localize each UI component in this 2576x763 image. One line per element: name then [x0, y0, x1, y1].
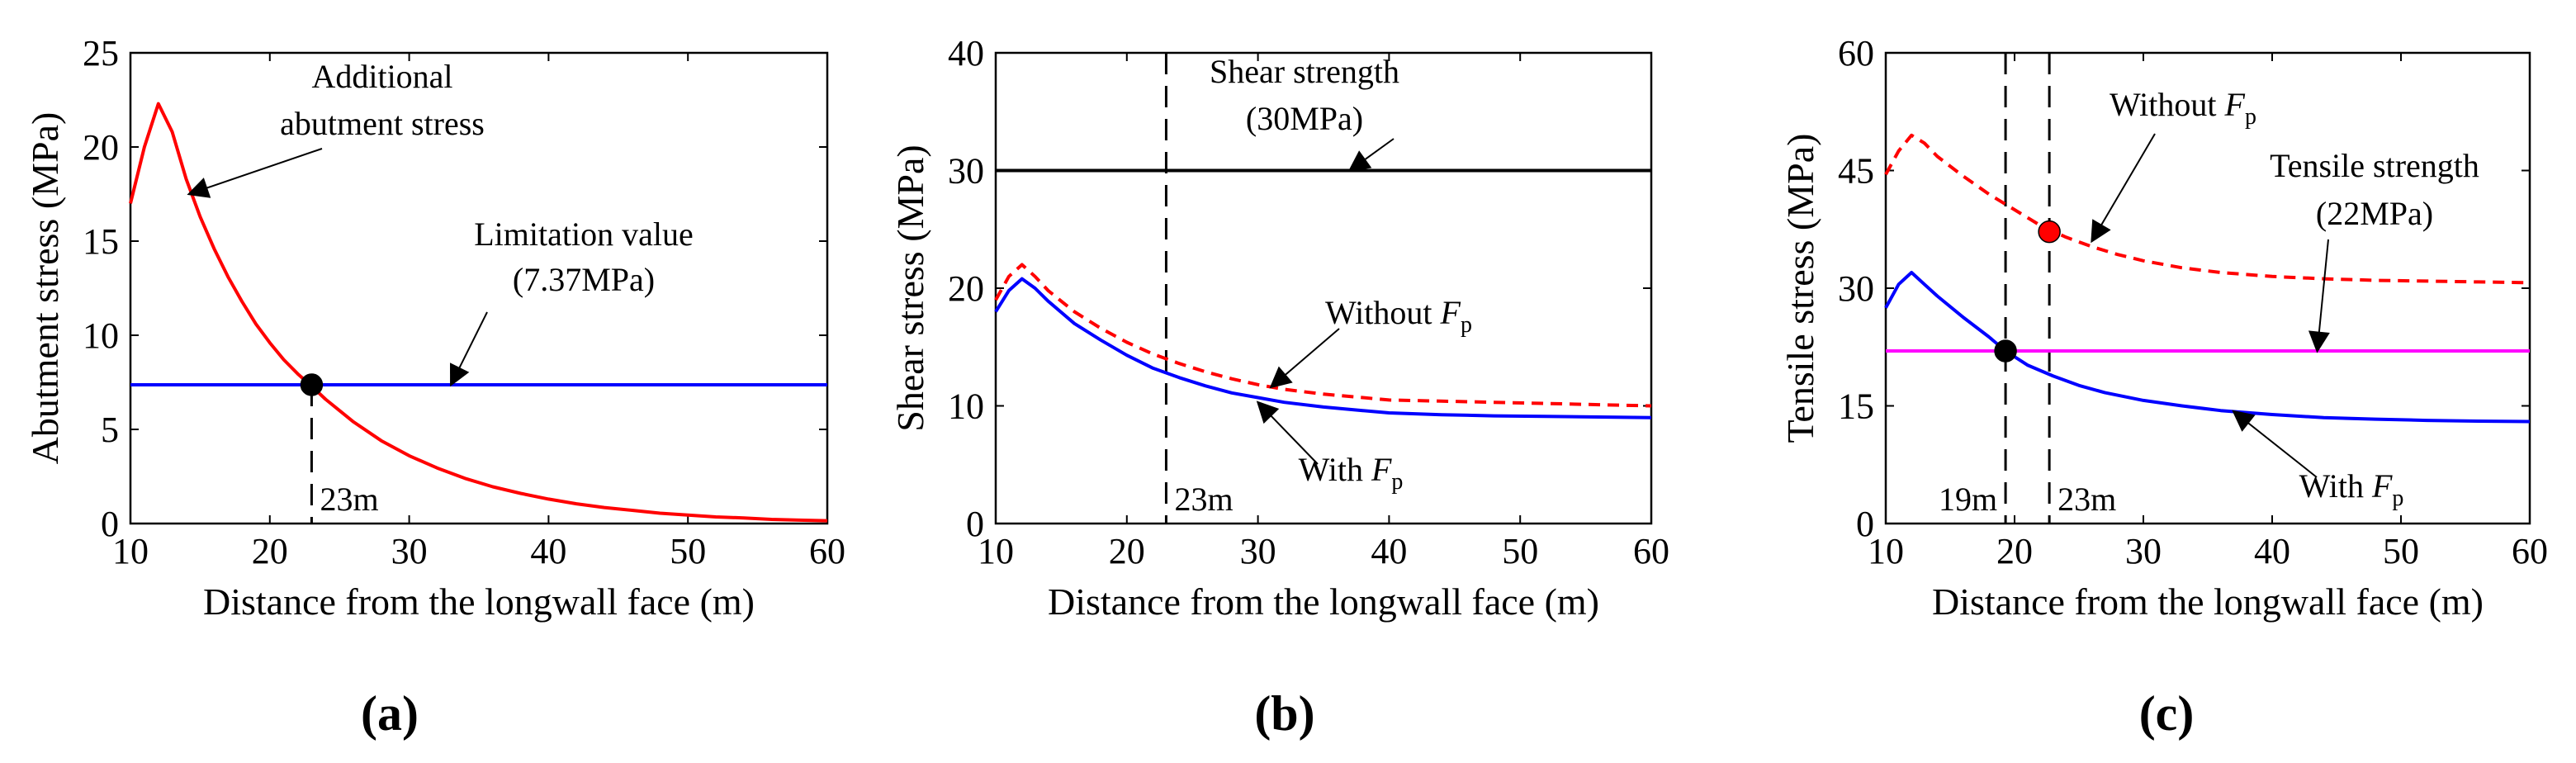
annotation-text: (7.37MPa): [513, 261, 655, 298]
series-additional-abutment-stress: [129, 102, 828, 523]
y-tick-label: 15: [1838, 386, 1874, 427]
y-tick-label: 10: [83, 315, 119, 356]
x-tick-label: 20: [252, 531, 288, 571]
x-axis-label: Distance from the longwall face (m): [1048, 581, 1599, 623]
x-tick-label: 50: [2383, 531, 2419, 571]
intersection-marker: [2038, 220, 2061, 244]
annotation-text: With Fp: [1299, 451, 1404, 495]
y-tick-label: 0: [1856, 504, 1874, 544]
series-with-f-p: [1884, 271, 2531, 424]
annotation-text: Limitation value: [474, 216, 694, 253]
x-tick-label: 10: [1868, 531, 1904, 571]
x-tick-label: 60: [2512, 531, 2548, 571]
annotation-text: abutment stress: [280, 105, 485, 142]
series-without-f-p: [1884, 133, 2531, 285]
vline-label: 23m: [1174, 481, 1233, 518]
y-tick-label: 20: [948, 268, 984, 309]
series-without-f-p: [994, 263, 1652, 408]
annotation-arrow: [2308, 239, 2330, 353]
vline-label: 23m: [2057, 481, 2116, 518]
annotation-arrow: [2091, 133, 2156, 244]
annotation-text: Tensile strength: [2270, 147, 2479, 184]
x-tick-label: 10: [978, 531, 1014, 571]
y-axis-label: Tensile stress (MPa): [1779, 134, 1821, 443]
x-tick-label: 30: [391, 531, 428, 571]
annotation-text: Additional: [311, 58, 452, 95]
x-axis-label: Distance from the longwall face (m): [1932, 581, 2484, 623]
x-tick-label: 60: [1633, 531, 1669, 571]
annotation-text: Without Fp: [2110, 86, 2256, 130]
x-tick-label: 30: [1240, 531, 1276, 571]
y-tick-label: 30: [1838, 268, 1874, 309]
annotation-arrow: [1269, 328, 1340, 389]
x-axis-label: Distance from the longwall face (m): [203, 581, 755, 623]
chart-panel-c: 10 20 30 40 50 60 0 15 30 45 60 Distance from the l…: [1779, 33, 2548, 741]
axes-box: [129, 51, 829, 525]
y-tick-label: 45: [1838, 151, 1874, 192]
x-tick-label: 40: [1371, 531, 1407, 571]
x-tick-label: 60: [809, 531, 845, 571]
intersection-marker: [1994, 339, 2017, 363]
y-tick-label: 40: [948, 33, 984, 73]
series-with-f-p: [994, 277, 1652, 419]
y-tick-label: 20: [83, 127, 119, 168]
annotation-text: (30MPa): [1246, 100, 1363, 137]
axes-box: [1884, 51, 2531, 525]
y-tick-label: 0: [966, 504, 984, 544]
x-tick-label: 30: [2125, 531, 2162, 571]
annotation-text: With Fp: [2299, 467, 2404, 511]
y-tick-label: 25: [83, 33, 119, 73]
x-tick-label: 20: [1109, 531, 1145, 571]
y-axis-label: Abutment stress (MPa): [24, 112, 66, 465]
x-tick-label: 40: [530, 531, 566, 571]
annotation-text: Without Fp: [1325, 294, 1472, 338]
intersection-marker: [300, 373, 324, 396]
x-tick-label: 40: [2254, 531, 2290, 571]
vline-label: 23m: [320, 481, 378, 518]
y-axis-label: Shear stress (MPa): [889, 145, 931, 432]
panel-label: (b): [1254, 686, 1314, 741]
annotation-arrow: [187, 148, 323, 198]
vline-label: 19m: [1939, 481, 1997, 518]
x-tick-label: 50: [670, 531, 706, 571]
annotation-text: (22MPa): [2316, 195, 2433, 232]
panel-label: (c): [2139, 686, 2195, 741]
y-tick-label: 30: [948, 151, 984, 192]
annotation-arrow: [1256, 400, 1319, 465]
annotation-arrow: [1347, 138, 1395, 173]
annotation-arrow: [450, 311, 488, 387]
y-tick-label: 5: [101, 410, 119, 450]
annotation-arrow: [2232, 410, 2318, 478]
y-tick-label: 60: [1838, 33, 1874, 73]
x-tick-label: 10: [112, 531, 149, 571]
chart-panel-a: 10 20 30 40 50 60 0 5 10 15 20 25 Distance from the …: [24, 33, 845, 741]
y-tick-label: 15: [83, 221, 119, 262]
annotation-text: Shear strength: [1210, 53, 1399, 90]
x-tick-label: 20: [1996, 531, 2033, 571]
panel-label: (a): [361, 686, 419, 741]
x-tick-label: 50: [1502, 531, 1538, 571]
y-tick-label: 10: [948, 386, 984, 427]
y-tick-label: 0: [101, 504, 119, 544]
